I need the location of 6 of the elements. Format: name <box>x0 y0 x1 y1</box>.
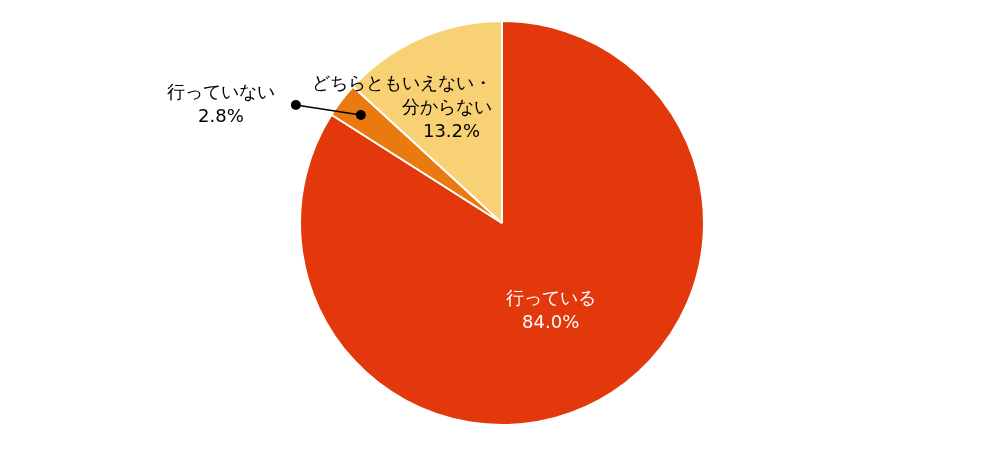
data-label: 2.8% <box>197 104 244 126</box>
data-label: 13.2% <box>422 120 481 142</box>
slice-label: 行っていない <box>166 80 275 102</box>
data-label: 84.0% <box>522 311 580 333</box>
slice-label: 行っている <box>505 287 596 309</box>
slice-label: どちらともいえない・分からない <box>312 72 492 118</box>
